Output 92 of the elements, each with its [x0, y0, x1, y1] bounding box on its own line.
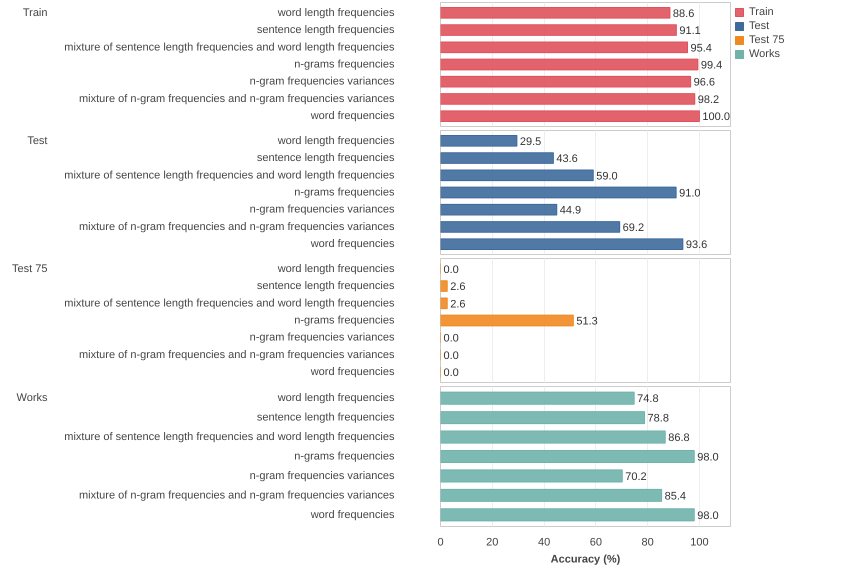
bar: [440, 392, 635, 405]
y-tick-label: word length frequencies: [276, 262, 395, 275]
data-label: 88.6: [672, 8, 694, 20]
y-tick-label: n-gram frequencies variances: [250, 470, 395, 482]
data-label: 93.6: [686, 239, 708, 252]
x-axis-title: Accuracy (%): [550, 554, 621, 566]
y-tick-label: mixture of sentence length frequencies and word length frequencies: [64, 297, 395, 310]
y-tick-label: word length frequencies: [276, 392, 395, 404]
y-tick-label: word frequencies: [310, 238, 395, 250]
y-tick-label: sentence length frequencies: [256, 24, 395, 36]
y-tick-label: word frequencies: [310, 508, 395, 521]
data-label: 44.9: [560, 204, 582, 217]
x-tick-label: 100: [690, 536, 709, 548]
bar: [440, 238, 684, 250]
y-tick-label: mixture of n-gram frequencies and n-gram frequencies variances: [79, 92, 395, 105]
y-tick-label: mixture of sentence length frequencies and word length frequencies: [64, 169, 395, 182]
data-label: 43.6: [556, 153, 578, 166]
bar: [440, 41, 688, 54]
legend-label: Train: [749, 6, 774, 18]
bar: [440, 134, 518, 147]
x-tick-label: 80: [642, 536, 654, 548]
bar: [440, 430, 666, 444]
data-label: 0.0: [444, 264, 459, 276]
y-tick-label: mixture of n-gram frequencies and n-gram frequencies variances: [79, 220, 395, 233]
y-tick-label: n-grams frequencies: [294, 58, 395, 70]
bar: [440, 221, 620, 233]
bar: [440, 411, 646, 424]
data-label: 2.6: [450, 298, 466, 310]
y-tick-label: n-grams frequencies: [294, 314, 395, 326]
bar: [440, 469, 623, 482]
bar: [440, 24, 677, 36]
text: Test 75: [12, 262, 48, 275]
data-label: 29.5: [520, 136, 542, 148]
text: Works: [16, 392, 48, 404]
data-label: 86.8: [668, 432, 690, 444]
y-tick-label: word frequencies: [310, 110, 395, 122]
data-label: 85.4: [664, 490, 686, 502]
data-label: 99.4: [700, 60, 722, 72]
y-tick-label: word length frequencies: [276, 6, 395, 19]
data-label: 59.0: [596, 170, 618, 182]
y-tick-label: word length frequencies: [276, 134, 395, 147]
y-tick-label: n-gram frequencies variances: [250, 204, 395, 216]
text: Test: [27, 134, 48, 147]
x-tick-label: 40: [538, 536, 550, 548]
text: Train: [22, 6, 48, 19]
y-tick-label: n-grams frequencies: [294, 450, 395, 462]
data-label: 78.8: [648, 412, 669, 425]
bar: [440, 152, 554, 164]
data-label: 96.6: [694, 76, 716, 89]
y-tick-label: sentence length frequencies: [256, 412, 395, 424]
bar: [440, 204, 558, 216]
y-tick-label: sentence length frequencies: [256, 280, 395, 292]
bar: [440, 508, 695, 522]
bar: [440, 76, 692, 88]
y-tick-label: word frequencies: [310, 366, 395, 378]
x-tick-label: 20: [486, 536, 498, 548]
bar: [440, 186, 677, 198]
bar: [440, 6, 670, 19]
y-tick-label: sentence length frequencies: [256, 152, 395, 164]
y-tick-label: mixture of sentence length frequencies and word length frequencies: [64, 41, 395, 54]
bar: [440, 169, 594, 182]
y-tick-label: n-gram frequencies variances: [250, 76, 395, 88]
data-label: 98.2: [698, 94, 720, 106]
data-label: 74.8: [637, 393, 659, 406]
bar: [440, 450, 695, 464]
y-tick-label: n-grams frequencies: [294, 186, 395, 198]
data-label: 95.4: [690, 42, 712, 54]
bar: [440, 488, 662, 502]
bar: [440, 58, 698, 70]
data-label: 0.0: [444, 350, 459, 362]
legend-label: Works: [749, 48, 780, 60]
data-label: 0.0: [444, 367, 459, 380]
data-label: 100.0: [702, 111, 730, 124]
y-tick-label: n-gram frequencies variances: [250, 332, 395, 344]
x-tick-label: 0: [437, 536, 444, 548]
data-label: 2.6: [450, 281, 466, 294]
data-label: 98.0: [697, 510, 719, 522]
data-label: 69.2: [622, 222, 644, 234]
y-tick-label: mixture of sentence length frequencies and word length frequencies: [64, 431, 395, 444]
bar: [440, 110, 700, 122]
data-label: 51.3: [576, 316, 598, 328]
data-label: 0.0: [444, 332, 459, 345]
data-label: 91.0: [679, 188, 701, 200]
y-tick-label: mixture of n-gram frequencies and n-gram frequencies variances: [79, 489, 395, 502]
data-label: 98.0: [697, 452, 719, 464]
bar: [440, 93, 696, 105]
legend-label: Test 75: [749, 34, 784, 46]
data-label: 70.2: [625, 470, 647, 483]
legend-label: Test: [749, 20, 770, 32]
data-label: 91.1: [679, 25, 701, 38]
y-tick-label: mixture of n-gram frequencies and n-gram frequencies variances: [79, 348, 395, 361]
x-tick-label: 60: [590, 536, 602, 548]
